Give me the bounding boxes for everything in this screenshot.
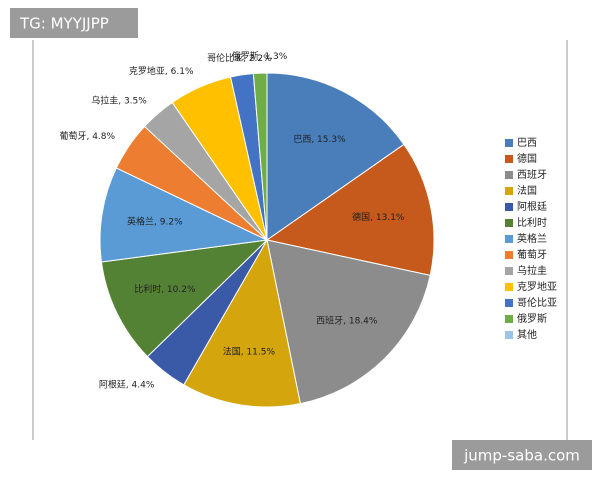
data-label: 克罗地亚, 6.1% [129, 65, 194, 77]
watermark-box [452, 440, 592, 470]
legend-swatch [505, 283, 513, 291]
watermark: TG: MYYJJPP [19, 15, 109, 33]
legend-label: 乌拉圭 [517, 264, 547, 277]
legend-label: 法国 [517, 184, 537, 197]
pie-slice [266, 72, 405, 241]
pie-slice [183, 238, 301, 408]
watermark: jump-saba.com [463, 447, 580, 465]
data-label: 阿根廷, 4.4% [99, 379, 155, 391]
legend-label: 英格兰 [517, 232, 547, 245]
legend-label: 俄罗斯 [517, 312, 547, 325]
legend-label: 阿根廷 [517, 200, 547, 213]
legend-label: 葡萄牙 [517, 248, 547, 261]
legend-swatch [505, 331, 513, 339]
data-label: 乌拉圭, 3.5% [91, 95, 147, 107]
data-label: 德国, 13.1% [352, 211, 405, 223]
legend-swatch [505, 155, 513, 163]
pie-slice [100, 239, 269, 358]
legend-swatch [505, 267, 513, 275]
legend-label: 克罗地亚 [517, 280, 557, 293]
legend-label: 德国 [517, 152, 537, 165]
legend-swatch [505, 219, 513, 227]
watermark-box [10, 8, 138, 38]
pie-slice [265, 143, 435, 276]
data-label: 葡萄牙, 4.8% [59, 130, 115, 142]
legend-swatch [505, 187, 513, 195]
pie: 巴西, 15.3% 德国, 13.1% 西班牙, 18.4% 法国, 11.5% 阿根廷… [59, 50, 435, 408]
data-label: 英格兰, 9.2% [127, 216, 183, 228]
legend-swatch [505, 139, 513, 147]
legend-swatch [505, 235, 513, 243]
legend-swatch [505, 251, 513, 259]
legend-label: 哥伦比亚 [517, 296, 557, 309]
data-label: 巴西, 15.3% [293, 134, 346, 145]
data-label: 俄罗斯, 1.3% [232, 50, 288, 62]
data-label: 比利时, 10.2% [134, 283, 196, 295]
pie-slice [99, 167, 269, 263]
legend-label: 巴西 [517, 137, 537, 149]
data-label: 法国, 11.5% [223, 346, 276, 358]
legend-swatch [505, 315, 513, 323]
legend-swatch [505, 203, 513, 211]
legend-swatch [505, 171, 513, 179]
legend-label: 比利时 [517, 217, 547, 229]
data-label: 哥伦比亚, 2.2% [207, 52, 272, 64]
legend-swatch [505, 299, 513, 307]
data-label: 西班牙, 18.4% [316, 314, 378, 326]
pie-slice [266, 239, 431, 405]
legend-label: 西班牙 [517, 169, 547, 181]
legend-label: 其他 [517, 328, 537, 341]
